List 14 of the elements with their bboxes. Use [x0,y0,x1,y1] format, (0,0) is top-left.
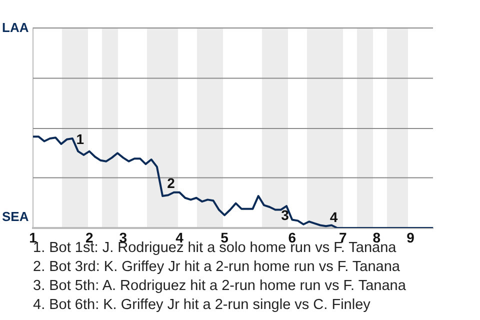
x-tick-label: 8 [372,229,381,246]
text: 3. Bot 5th: A. Rodriguez hit a 2-run home run vs F. Tanana [33,277,406,296]
text: SEA [2,209,29,225]
annotation: 4 [330,208,338,225]
annotation: 3 [281,206,290,223]
annotation: 2 [167,174,176,191]
text: LAA [2,20,29,36]
x-tick-label: 7 [338,229,347,246]
x-tick-label: 9 [406,229,415,246]
text: 2. Bot 3rd: K. Griffey Jr hit a 2-run home run vs F. Tanana [33,258,401,277]
x-tick-label: 5 [220,229,229,246]
x-tick-label: 4 [176,229,184,246]
text: 4. Bot 6th: K. Griffey Jr hit a 2-run single vs C. Finley [33,296,372,315]
annotation: 1 [76,130,84,147]
